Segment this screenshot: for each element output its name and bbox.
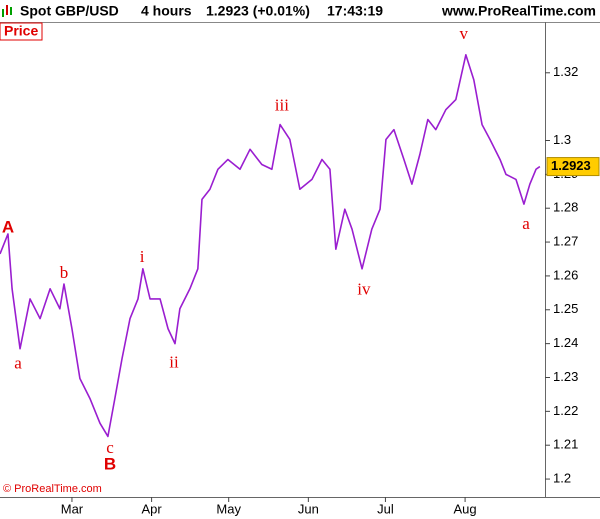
y-tick-label: 1.21: [553, 437, 578, 452]
quote: 1.2923 (+0.01%): [206, 3, 310, 19]
y-tick-label: 1.22: [553, 403, 578, 418]
y-tick-label: 1.28: [553, 200, 578, 215]
icon-bar: [10, 7, 12, 15]
site: www.ProRealTime.com: [441, 3, 596, 19]
wave-label: b: [60, 263, 69, 282]
x-tick-label: May: [216, 501, 241, 516]
wave-label: i: [140, 247, 145, 266]
x-tick-label: Apr: [141, 501, 162, 516]
wave-label: c: [106, 438, 114, 457]
symbol: Spot GBP/USD: [20, 3, 119, 19]
y-tick-label: 1.26: [553, 267, 578, 282]
y-tick-label: 1.25: [553, 301, 578, 316]
icon-bar: [6, 5, 8, 15]
last-value-label: 1.2923: [551, 158, 591, 173]
icon-bar: [2, 9, 4, 17]
y-tick-label: 1.32: [553, 64, 578, 79]
y-tick-label: 1.23: [553, 369, 578, 384]
series-label-box: [0, 22, 43, 41]
timeframe: 4 hours: [141, 3, 192, 19]
wave-label: A: [2, 218, 14, 237]
series-label: Price: [4, 23, 38, 39]
x-tick-label: Mar: [61, 501, 84, 516]
x-tick-label: Jul: [377, 501, 394, 516]
y-tick-label: 1.27: [553, 234, 578, 249]
header-icon: [2, 5, 12, 17]
y-tick-label: 1.3: [553, 132, 571, 147]
y-tick-label: 1.2: [553, 470, 571, 485]
time: 17:43:19: [327, 3, 383, 19]
x-tick-label: Aug: [454, 501, 477, 516]
wave-label: iv: [357, 280, 371, 299]
wave-label: a: [522, 214, 530, 233]
last-value-box: [546, 157, 600, 177]
price-line: [0, 54, 541, 438]
wave-label: B: [104, 455, 116, 474]
x-tick-label: Jun: [298, 501, 319, 516]
y-tick-label: 1.24: [553, 335, 578, 350]
wave-label: iii: [275, 96, 289, 115]
copyright: © ProRealTime.com: [3, 483, 102, 495]
wave-label: a: [14, 354, 22, 373]
wave-label: ii: [169, 353, 179, 372]
wave-label: v: [460, 24, 469, 43]
